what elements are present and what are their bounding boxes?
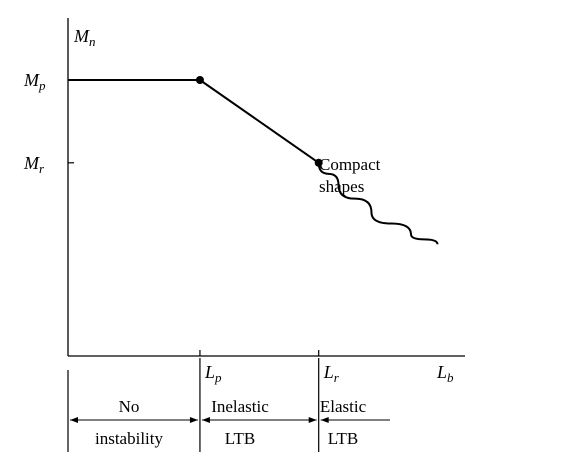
inelastic-segment [199,79,320,164]
y-tick-label-mr: Mr [23,153,45,176]
data-point-lp [195,76,204,84]
x-tick-label-lr: Lr [323,362,340,385]
region-label-inelastic-ltb: LTB [225,429,256,448]
data-point-lr [314,158,323,167]
region-label-no: No [119,397,140,416]
region-arrow-head [70,417,78,423]
region-arrow-head [308,417,317,423]
x-axis-label: Lb [436,362,454,385]
region-arrow-elastic [320,417,390,423]
region-label-elastic: Elastic [320,397,367,416]
region-arrow-head [320,417,329,423]
region-label-inelastic: Inelastic [211,397,269,416]
x-tick-label-lp: Lp [204,362,222,385]
elastic-curve [317,162,439,245]
y-tick-label-mp: Mp [23,70,46,93]
y-axis-label: Mn [73,26,96,49]
region-label-elastic-ltb: LTB [328,429,359,448]
region-arrow-inelastic [201,417,317,423]
region-arrow-no-instability [70,417,198,423]
annotation-line-1: Compact [319,155,381,174]
region-arrow-head [201,417,210,423]
region-arrow-head [189,417,198,423]
annotation-line-2: shapes [319,177,364,196]
region-label-instability: instability [95,429,164,448]
